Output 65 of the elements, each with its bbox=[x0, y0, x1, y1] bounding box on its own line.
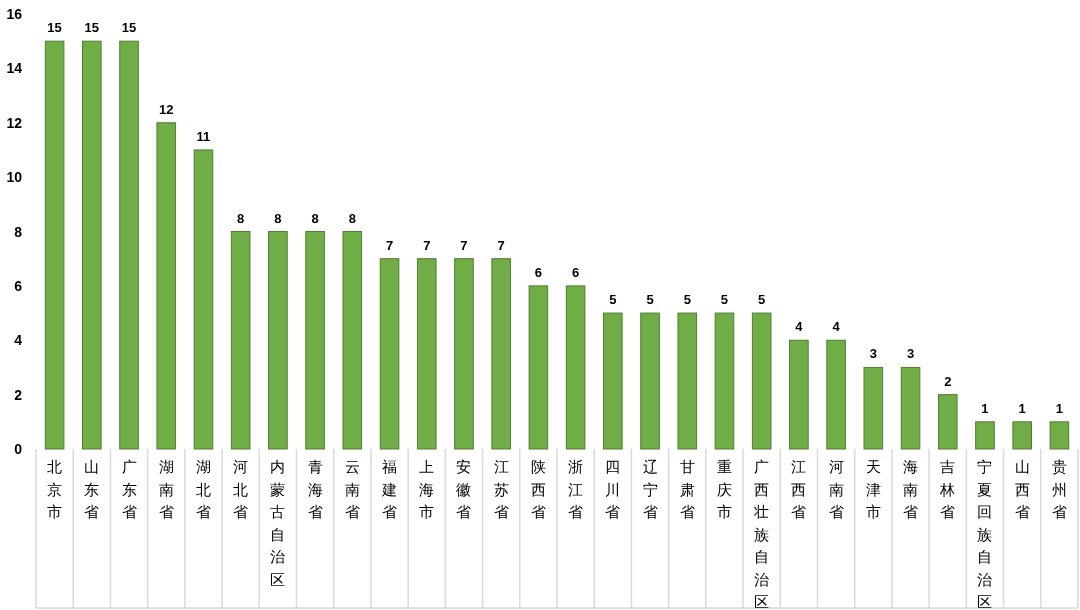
data-label: 3 bbox=[869, 346, 877, 362]
data-label: 2 bbox=[944, 373, 952, 389]
category-label: 湖南省 bbox=[158, 458, 174, 520]
data-label: 8 bbox=[274, 210, 282, 226]
data-label: 7 bbox=[385, 237, 394, 253]
category-label: 广东省 bbox=[121, 458, 137, 520]
category-label: 天津市 bbox=[865, 458, 881, 520]
data-label: 8 bbox=[311, 210, 319, 226]
category-label: 辽宁省 bbox=[642, 458, 658, 520]
data-label: 5 bbox=[758, 292, 766, 308]
category-label: 湖北省 bbox=[195, 458, 211, 520]
data-label: 1 bbox=[1018, 400, 1026, 416]
category-label: 内蒙古自治区 bbox=[270, 458, 286, 588]
data-label: 11 bbox=[196, 128, 211, 144]
y-tick-label: 6 bbox=[14, 277, 23, 294]
y-tick-label: 10 bbox=[6, 169, 23, 186]
data-label: 4 bbox=[832, 319, 840, 335]
category-label: 四川省 bbox=[605, 458, 621, 520]
category-label: 甘肃省 bbox=[679, 458, 695, 520]
data-label: 8 bbox=[237, 210, 245, 226]
y-tick-label: 16 bbox=[6, 6, 23, 22]
category-label: 河北省 bbox=[233, 458, 249, 520]
y-tick-label: 12 bbox=[6, 114, 23, 131]
category-label: 北京市 bbox=[47, 458, 63, 520]
data-label: 3 bbox=[906, 346, 915, 362]
category-label: 山西省 bbox=[1014, 458, 1030, 520]
y-tick-label: 4 bbox=[14, 332, 23, 349]
data-label: 5 bbox=[609, 292, 617, 308]
category-label: 山东省 bbox=[84, 458, 100, 520]
category-label: 上海市 bbox=[419, 458, 435, 520]
category-label: 浙江省 bbox=[568, 458, 584, 520]
data-label: 8 bbox=[348, 210, 356, 226]
data-label: 1 bbox=[981, 400, 989, 416]
data-label: 4 bbox=[795, 319, 803, 335]
category-label: 海南省 bbox=[903, 458, 919, 520]
data-label: 7 bbox=[460, 237, 468, 253]
y-tick-label: 8 bbox=[14, 223, 23, 240]
data-label: 1 bbox=[1055, 400, 1063, 416]
data-label: 7 bbox=[497, 237, 505, 253]
data-label: 5 bbox=[683, 292, 691, 308]
data-label: 7 bbox=[423, 237, 431, 253]
category-label: 重庆市 bbox=[716, 458, 732, 520]
data-label: 5 bbox=[646, 292, 654, 308]
category-label: 河南省 bbox=[828, 458, 844, 520]
category-label: 青海省 bbox=[307, 458, 323, 520]
category-label: 江西省 bbox=[791, 458, 807, 520]
data-label: 6 bbox=[572, 264, 580, 280]
y-tick-label: 0 bbox=[14, 441, 23, 457]
data-label: 15 bbox=[47, 20, 62, 36]
y-tick-label: 2 bbox=[14, 386, 23, 403]
category-label: 福建省 bbox=[382, 458, 398, 520]
category-label: 江苏省 bbox=[493, 458, 509, 520]
data-label: 12 bbox=[159, 101, 174, 117]
category-label: 贵州省 bbox=[1051, 458, 1067, 520]
category-label: 安徽省 bbox=[456, 458, 472, 520]
category-label: 宁夏回族自治区 bbox=[977, 458, 993, 610]
data-label: 15 bbox=[121, 20, 137, 36]
category-label: 云南省 bbox=[344, 458, 360, 520]
data-label: 15 bbox=[84, 20, 100, 36]
y-tick-label: 14 bbox=[6, 60, 23, 77]
data-label: 5 bbox=[720, 292, 729, 308]
category-label: 陕西省 bbox=[530, 458, 546, 520]
category-label: 吉林省 bbox=[940, 458, 956, 520]
category-label: 广西壮族自治区 bbox=[754, 458, 770, 610]
data-label: 6 bbox=[534, 264, 542, 280]
